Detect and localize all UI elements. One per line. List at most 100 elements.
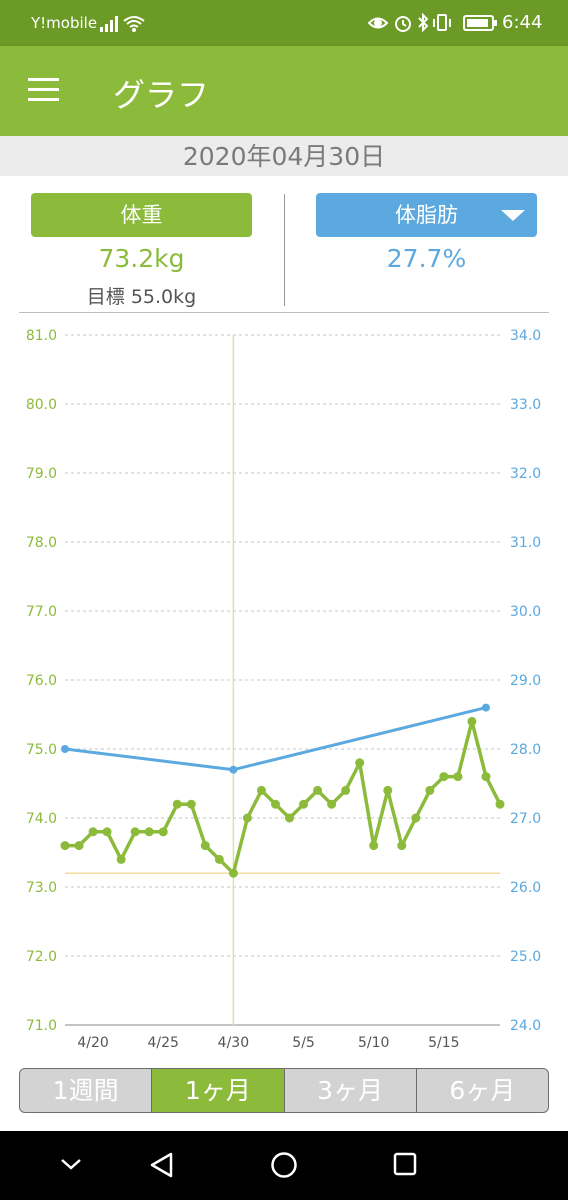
weight-data-point (467, 716, 477, 726)
body-fat-dropdown[interactable]: 体脂肪 (316, 193, 537, 237)
weight-data-point (453, 772, 463, 782)
weight-data-point (158, 827, 168, 837)
system-nav-bar (0, 1131, 568, 1200)
right-axis-tick-label: 34.0 (510, 328, 541, 344)
recents-icon[interactable] (392, 1151, 418, 1177)
weight-data-point (60, 841, 70, 851)
weight-data-point (341, 785, 351, 795)
page-title: グラフ (113, 76, 210, 114)
weight-data-point (186, 799, 196, 809)
weight-data-point (439, 772, 449, 782)
weight-data-point (130, 827, 140, 837)
vibrate-icon (433, 14, 451, 31)
weight-data-point (313, 785, 323, 795)
status-icons (368, 12, 497, 33)
chevron-down-icon[interactable] (58, 1151, 84, 1177)
period-1-month[interactable]: 1ヶ月 (151, 1069, 284, 1112)
body-fat-data-point (61, 745, 69, 753)
right-axis-tick-label: 27.0 (510, 811, 541, 827)
carrier-label: Y!mobile (31, 14, 98, 32)
weight-data-point (285, 813, 295, 823)
left-axis-tick-label: 75.0 (26, 742, 57, 758)
signal-wifi-icons (100, 16, 145, 32)
weight-data-point (200, 841, 210, 851)
weight-data-point (383, 785, 393, 795)
right-axis-tick-label: 31.0 (510, 535, 541, 551)
summary-divider (284, 194, 285, 306)
weight-series-line (65, 719, 502, 875)
x-axis-tick-label: 5/15 (428, 1035, 459, 1051)
body-fat-data-point (229, 765, 238, 774)
weight-label: 体重 (120, 203, 163, 227)
left-axis-tick-label: 73.0 (26, 880, 57, 896)
left-axis-tick-label: 79.0 (26, 466, 57, 482)
signal-icon (100, 16, 118, 32)
alarm-icon (395, 16, 411, 32)
weight-data-point (369, 841, 379, 851)
left-axis-tick-label: 72.0 (26, 949, 57, 965)
period-selector: 1週間 1ヶ月 3ヶ月 6ヶ月 (19, 1068, 549, 1113)
x-axis-tick-label: 5/10 (358, 1035, 389, 1051)
weight-data-point (299, 799, 309, 809)
app-bar: グラフ (0, 46, 568, 136)
body-fat-data-point (481, 703, 490, 712)
back-icon[interactable] (148, 1151, 176, 1179)
x-axis-tick-label: 4/25 (147, 1035, 178, 1051)
right-axis-tick-label: 33.0 (510, 397, 541, 413)
weight-data-point (397, 841, 407, 851)
body-fat-series-line (64, 706, 487, 772)
battery-icon (463, 15, 497, 31)
right-axis-tick-label: 25.0 (510, 949, 541, 965)
period-1-week[interactable]: 1週間 (52, 1076, 119, 1105)
eye-icon (368, 17, 389, 29)
weight-button[interactable]: 体重 (31, 193, 252, 237)
clock-time: 6:44 (502, 12, 543, 33)
right-axis-tick-label: 32.0 (510, 466, 541, 482)
weight-data-point (242, 813, 252, 823)
weight-fat-chart[interactable]: 71.0 72.0 73.0 74.0 75.0 76.0 77.0 78.0 79.0 80.0… (0, 318, 568, 1058)
right-axis-tick-label: 24.0 (510, 1018, 541, 1034)
weight-data-point (425, 785, 435, 795)
weight-goal: 目標 55.0kg (86, 286, 197, 308)
left-axis-tick-label: 76.0 (26, 673, 57, 689)
x-axis-tick-label: 4/30 (218, 1035, 249, 1051)
x-axis-tick-label: 4/20 (77, 1035, 108, 1051)
right-axis-tick-label: 28.0 (510, 742, 541, 758)
weight-data-point (214, 854, 224, 864)
weight-data-point (228, 868, 238, 878)
right-axis-tick-label: 30.0 (510, 604, 541, 620)
weight-value: 73.2kg (98, 244, 185, 273)
left-axis-tick-label: 81.0 (26, 328, 57, 344)
left-axis-tick-label: 77.0 (26, 604, 57, 620)
weight-data-point (327, 799, 337, 809)
x-axis-tick-label: 5/5 (292, 1035, 315, 1051)
weight-data-point (256, 785, 266, 795)
body-fat-label: 体脂肪 (395, 203, 458, 227)
selected-date: 2020年04月30日 (0, 136, 568, 176)
wifi-icon (123, 16, 145, 28)
period-3-months[interactable]: 3ヶ月 (283, 1069, 416, 1112)
dropdown-caret-icon (501, 210, 525, 221)
weight-data-point (144, 827, 154, 837)
left-axis-tick-label: 78.0 (26, 535, 57, 551)
weight-data-point (355, 758, 365, 768)
weight-data-point (116, 854, 126, 864)
left-axis-tick-label: 71.0 (26, 1018, 57, 1034)
weight-data-point (172, 799, 182, 809)
weight-data-point (481, 772, 491, 782)
hamburger-menu-icon[interactable] (28, 78, 60, 102)
weight-data-point (270, 799, 280, 809)
body-fat-value: 27.7% (386, 244, 467, 273)
right-axis-tick-label: 26.0 (510, 880, 541, 896)
weight-data-point (74, 841, 84, 851)
summary-bottom-divider (19, 312, 549, 313)
period-6-months[interactable]: 6ヶ月 (415, 1069, 548, 1112)
weight-data-point (411, 813, 421, 823)
home-icon[interactable] (270, 1151, 298, 1179)
right-axis-tick-label: 29.0 (510, 673, 541, 689)
left-axis-tick-label: 80.0 (26, 397, 57, 413)
left-axis-tick-label: 74.0 (26, 811, 57, 827)
weight-data-point (88, 827, 98, 837)
status-bar: Y!mobile 6:44 (0, 0, 568, 46)
weight-data-point (102, 827, 112, 837)
